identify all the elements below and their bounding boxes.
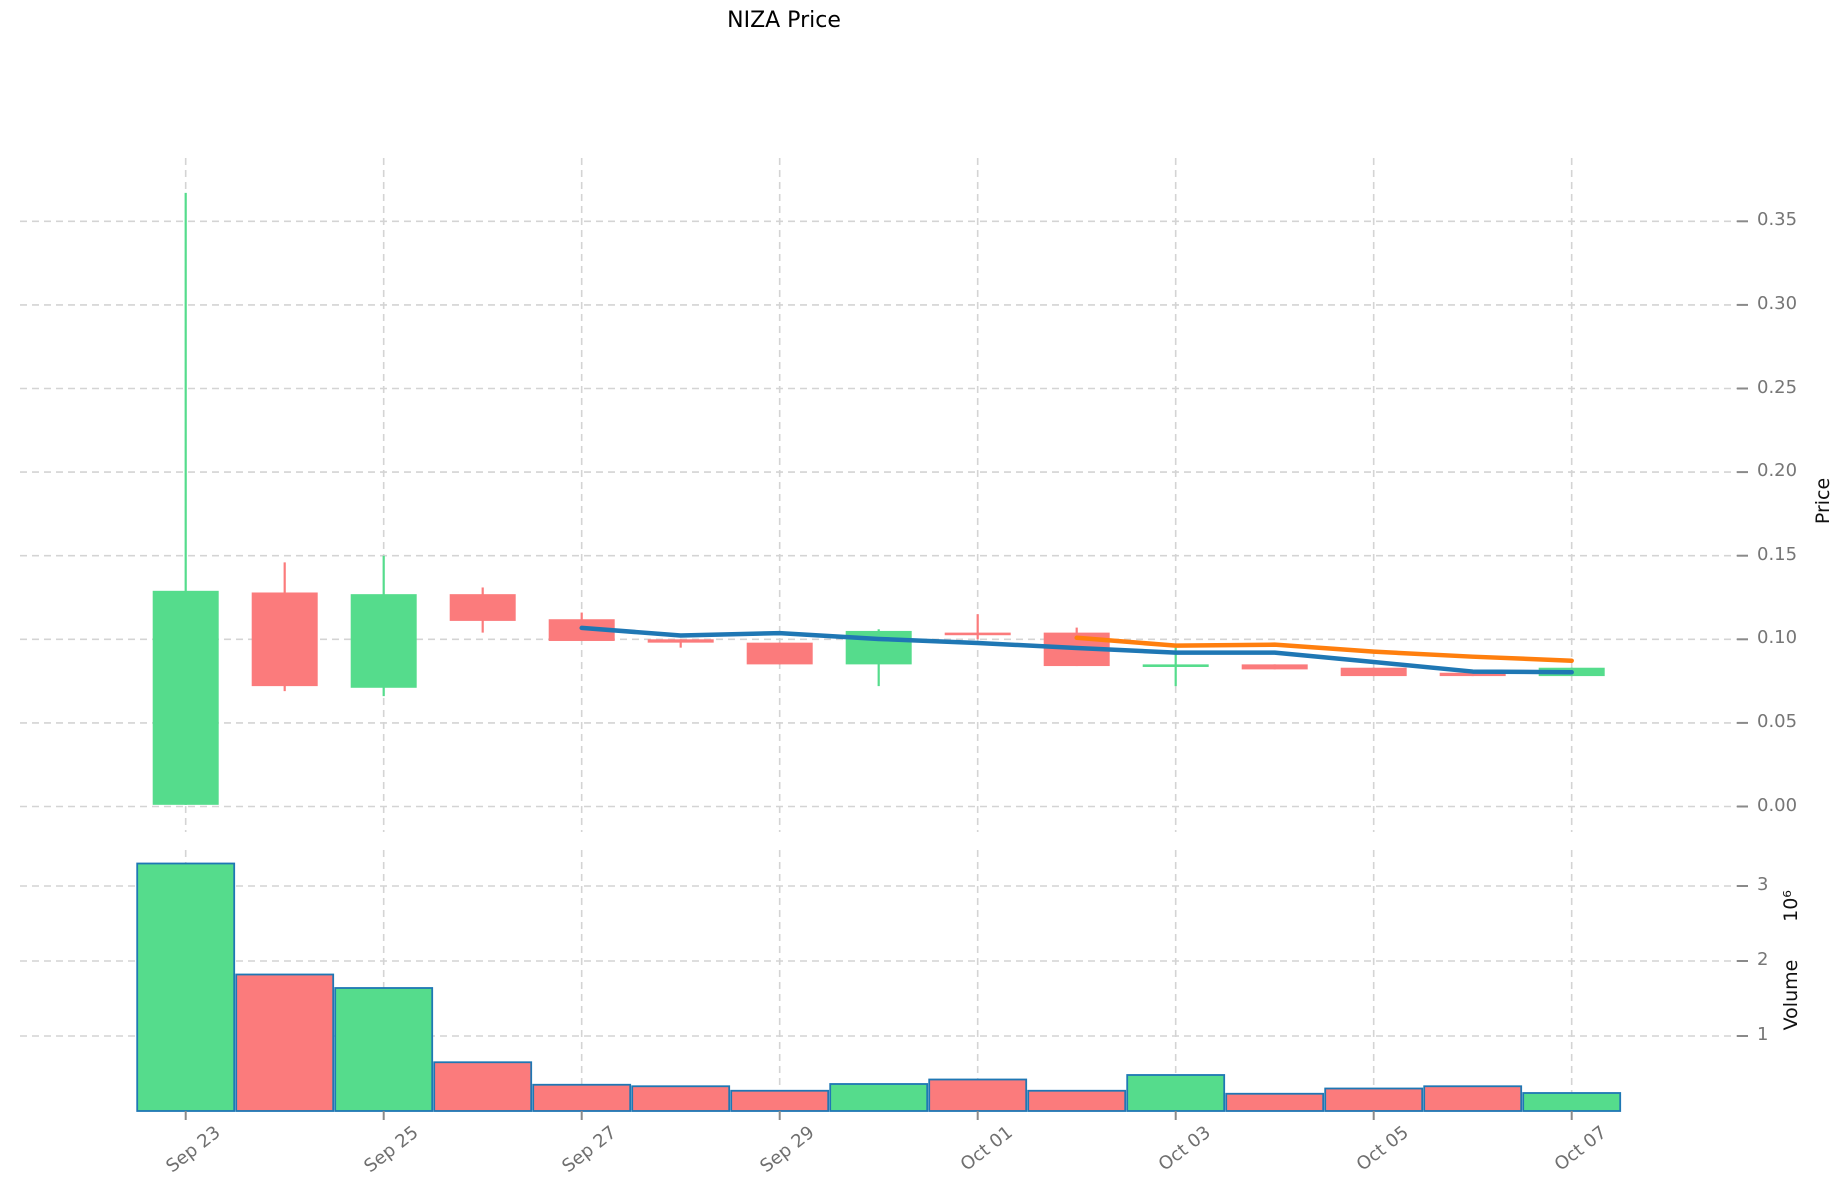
volume-bar — [1126, 1074, 1226, 1112]
volume-bar — [928, 1078, 1028, 1112]
volume-tick-label: 1 — [1757, 1024, 1769, 1045]
volume-axis-label: Volume — [1780, 959, 1802, 1031]
price-tick-label: 0.35 — [1757, 209, 1798, 231]
volume-bar — [1324, 1087, 1424, 1112]
volume-bar — [532, 1083, 632, 1112]
volume-tick-label: 2 — [1757, 949, 1769, 970]
volume-bar — [1225, 1092, 1325, 1112]
price-tick-label: 0.00 — [1757, 794, 1798, 816]
volume-tick-label: 3 — [1757, 874, 1769, 895]
price-tick-label: 0.05 — [1757, 710, 1798, 732]
chart-title: NIZA Price — [727, 8, 841, 33]
price-tick-label: 0.20 — [1757, 460, 1798, 482]
candle-body — [350, 594, 417, 688]
volume-bar — [1522, 1092, 1622, 1112]
volume-bar — [433, 1061, 533, 1112]
price-tick-label: 0.30 — [1757, 292, 1798, 314]
price-tick-label: 0.10 — [1757, 627, 1798, 649]
candle-body — [1439, 672, 1506, 677]
candle-body — [746, 642, 813, 665]
volume-bar — [631, 1085, 731, 1112]
volume-bar — [136, 862, 236, 1112]
volume-bar — [235, 973, 335, 1112]
volume-bar — [334, 987, 434, 1112]
candle-body — [1241, 664, 1308, 670]
price-tick-label: 0.25 — [1757, 376, 1798, 398]
candle-body — [1142, 664, 1209, 667]
price-axis-label: Price — [1812, 477, 1834, 525]
candle-body — [251, 592, 318, 687]
candle-body — [1340, 667, 1407, 677]
ma10-line — [1074, 635, 1574, 663]
volume-bar — [730, 1089, 830, 1112]
volume-bar — [829, 1083, 929, 1112]
ma5-line — [579, 625, 1574, 675]
volume-bar — [1027, 1089, 1127, 1112]
volume-axis-offset: 10⁶ — [1780, 890, 1802, 922]
volume-bar — [1423, 1085, 1523, 1112]
candle-body — [944, 632, 1011, 636]
candle-body — [152, 590, 219, 805]
candle-body — [647, 639, 714, 643]
candle-body — [449, 594, 516, 621]
price-tick-label: 0.15 — [1757, 543, 1798, 565]
